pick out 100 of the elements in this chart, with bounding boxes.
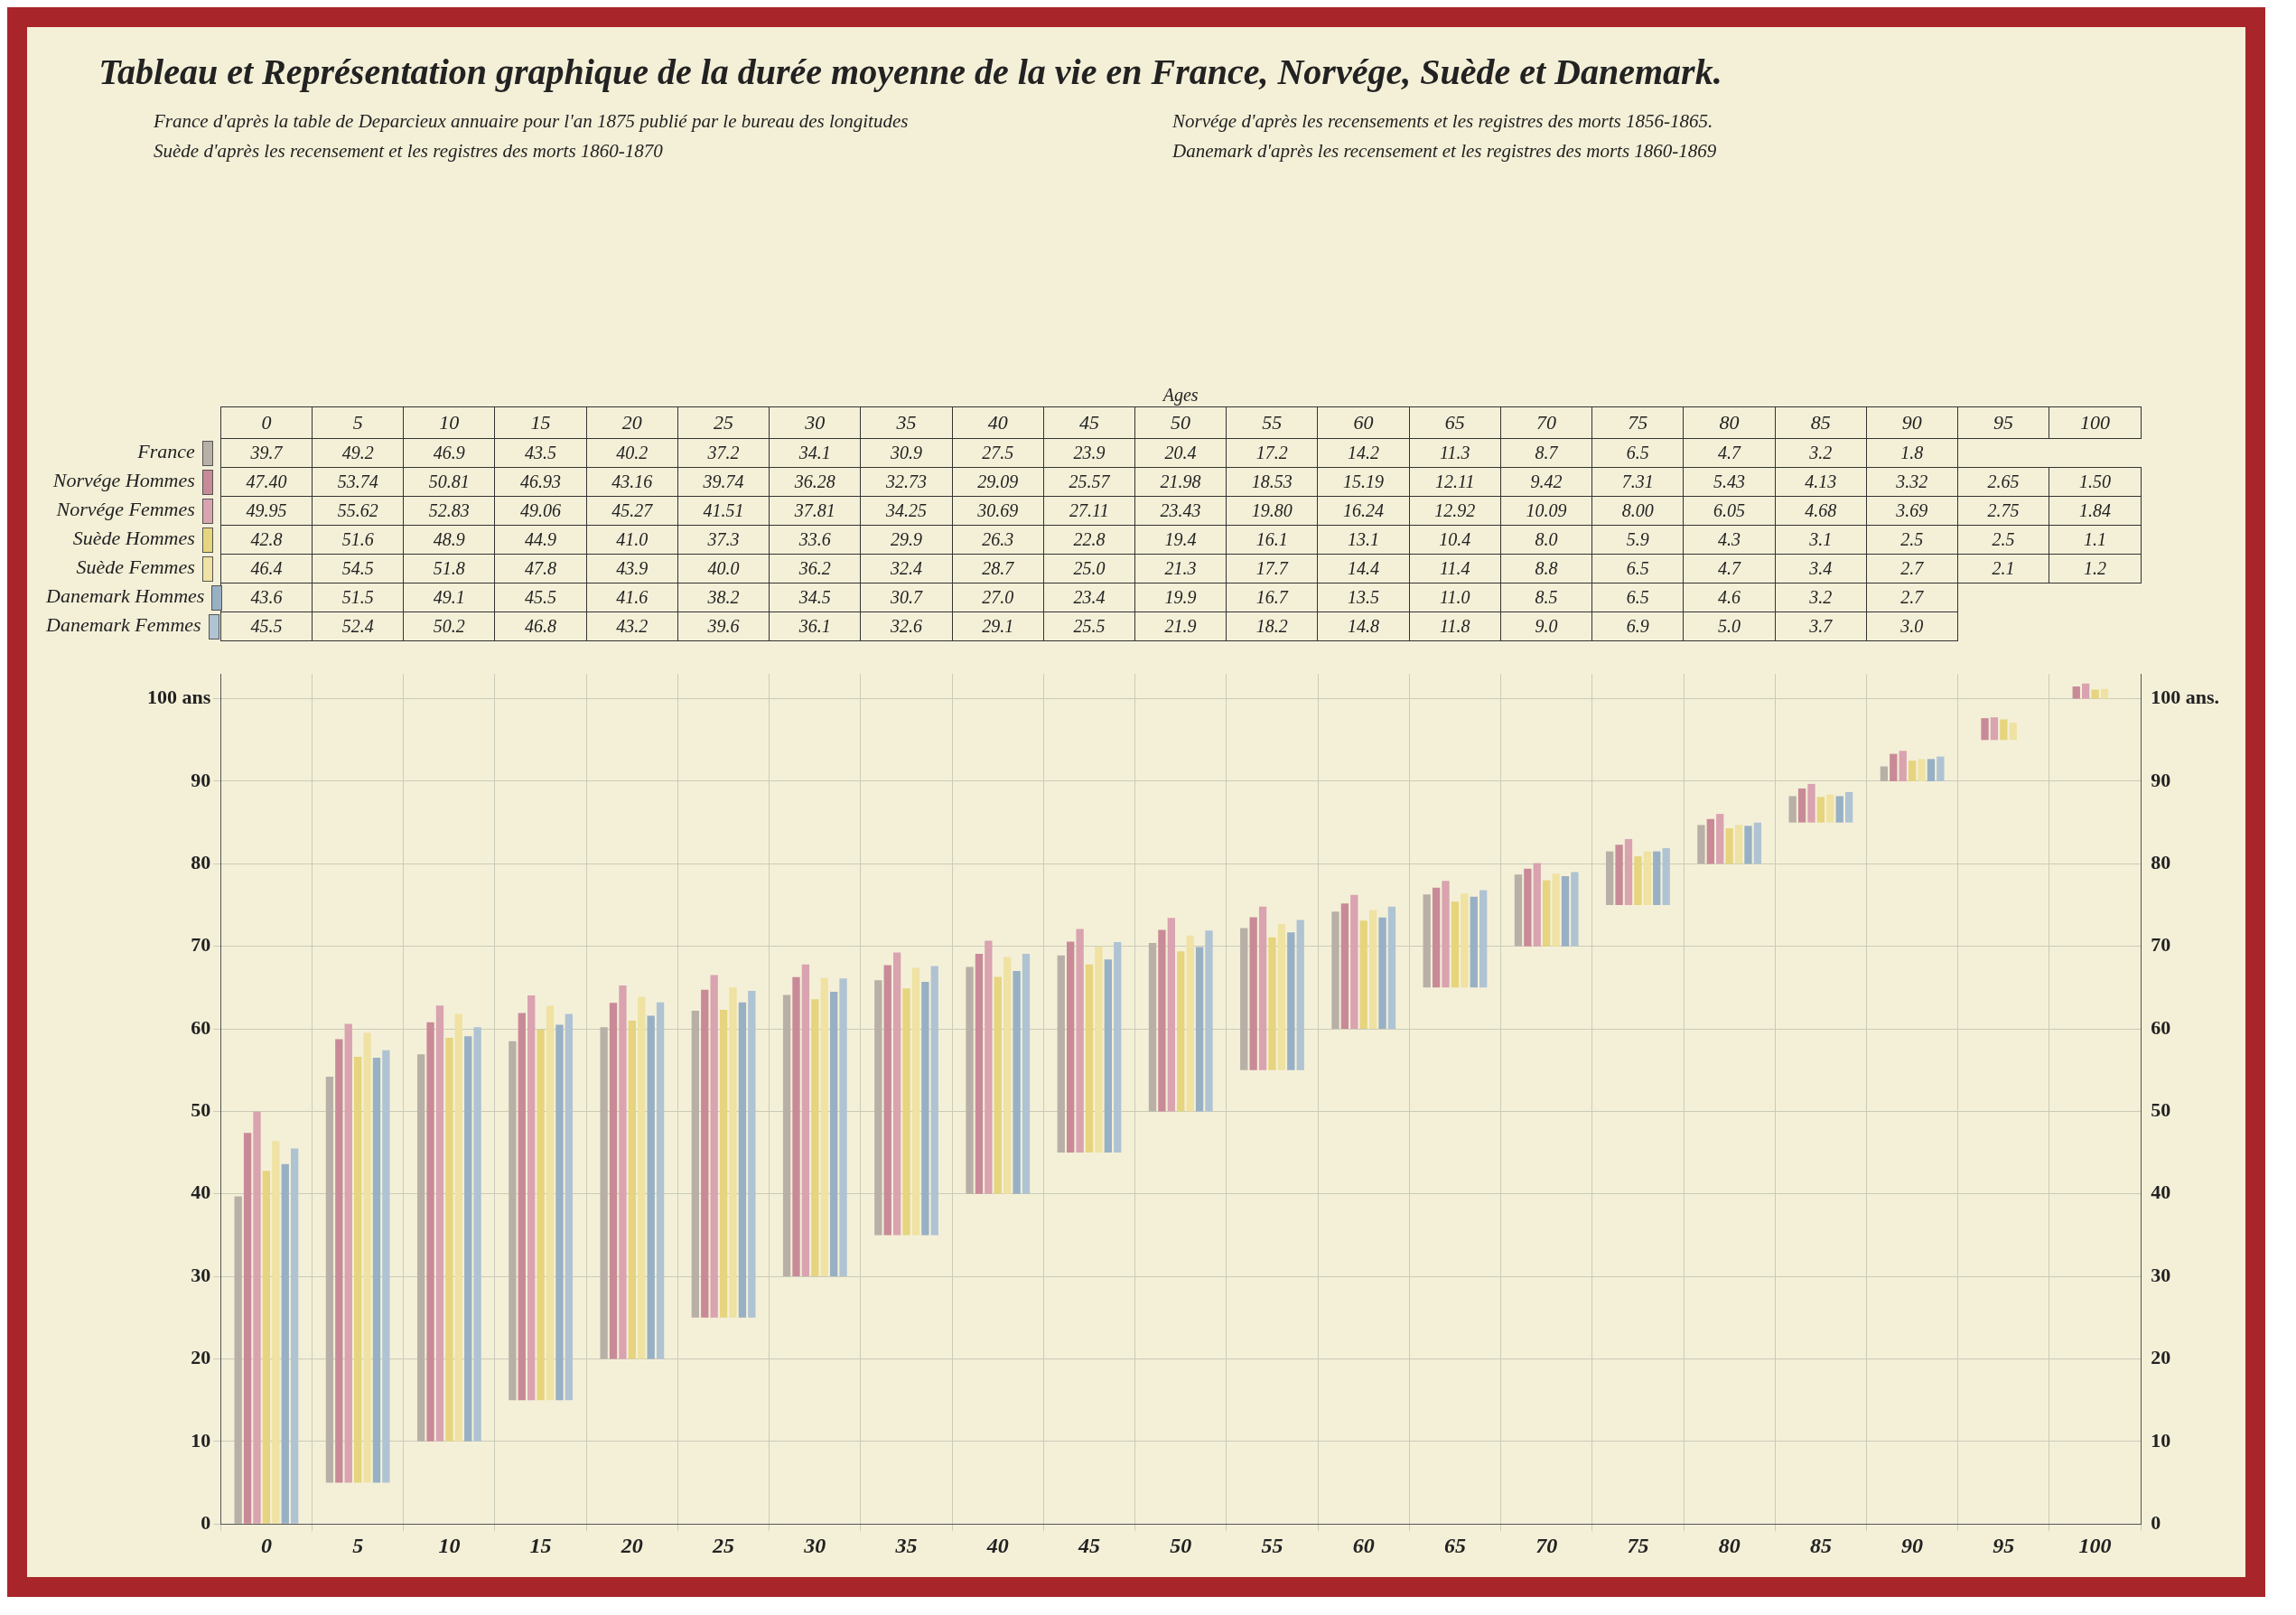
bar: [892, 952, 901, 1236]
bar: [234, 1196, 242, 1524]
bar: [243, 1133, 252, 1524]
category-label: 55: [1262, 411, 1283, 434]
data-label: 2.7: [1866, 554, 1958, 583]
data-label: 29.1: [952, 611, 1044, 641]
data-label: 21.3: [1134, 554, 1227, 583]
bar: [1807, 783, 1815, 823]
data-label: 15.19: [1317, 467, 1410, 497]
data-label: 37.81: [769, 496, 861, 526]
bar: [325, 1077, 334, 1483]
data-label: 1.8: [1866, 438, 1958, 468]
data-label: 51.6: [312, 525, 404, 555]
bar: [1697, 825, 1705, 864]
bar: [647, 1015, 655, 1359]
data-label: 39.7: [220, 438, 313, 468]
data-label: 4.7: [1683, 554, 1776, 583]
x-tick-label: 40: [985, 1533, 1009, 1557]
bar: [638, 996, 646, 1359]
x-tick-label: 15: [529, 1533, 552, 1557]
bar: [1543, 880, 1551, 947]
legend-label: Suède Femmes: [75, 555, 196, 580]
y-tick-label: 40: [191, 1181, 211, 1204]
data-label: 2.1: [1957, 554, 2049, 583]
data-label: 45.5: [494, 583, 587, 612]
bar: [2009, 723, 2017, 741]
x-tick-label: 45: [1078, 1533, 1101, 1557]
data-label: 37.2: [677, 438, 770, 468]
data-label: 41.0: [586, 525, 678, 555]
data-label: 13.1: [1317, 525, 1410, 555]
data-label: 8.7: [1500, 438, 1592, 468]
category-label: 15: [530, 411, 551, 434]
data-label: 11.4: [1409, 554, 1501, 583]
bar: [1844, 791, 1853, 823]
data-label: 45.5: [220, 611, 313, 641]
data-label: 5.9: [1591, 525, 1684, 555]
data-label: 19.80: [1226, 496, 1318, 526]
data-label: 3.69: [1866, 496, 1958, 526]
data-label: 21.98: [1134, 467, 1227, 497]
x-tick-label: 5: [352, 1533, 364, 1557]
bar: [372, 1058, 381, 1483]
chart-title: Tableau et Représentation graphique de la durée moyenne de la vie en France, Norvége, Suède et Danemark.: [98, 51, 1723, 94]
x-tick-label: 25: [712, 1533, 735, 1557]
data-label: 17.2: [1226, 438, 1318, 468]
data-label: 5.0: [1683, 611, 1776, 641]
text: Norvége d'après les recensements et les registres des morts 1856-1865.: [1172, 110, 1714, 133]
bar: [1057, 955, 1065, 1153]
category-label: 65: [1444, 411, 1465, 434]
bar: [1148, 943, 1157, 1112]
data-label: 3.4: [1775, 554, 1867, 583]
data-label: 6.9: [1591, 611, 1684, 641]
data-label: 2.5: [1957, 525, 2049, 555]
data-label: 43.2: [586, 611, 678, 641]
bar: [2091, 689, 2099, 699]
bar: [1205, 930, 1213, 1112]
data-label: 41.6: [586, 583, 678, 612]
bar: [527, 994, 536, 1401]
bar: [1368, 910, 1377, 1030]
bar: [729, 987, 737, 1318]
bar: [719, 1010, 728, 1318]
data-label: 36.2: [769, 554, 861, 583]
data-label: 27.11: [1043, 496, 1135, 526]
bar: [2000, 719, 2008, 741]
x-tick-label: 65: [1443, 1533, 1466, 1557]
bar: [1880, 766, 1889, 781]
bar: [1359, 920, 1367, 1030]
data-label: 10.4: [1409, 525, 1501, 555]
bar: [1186, 935, 1194, 1112]
bar: [518, 1013, 526, 1401]
data-label: 51.8: [403, 554, 495, 583]
x-tick-label: 55: [1261, 1533, 1283, 1557]
category-label: 75: [1628, 411, 1648, 434]
category-label: 20: [621, 411, 642, 434]
bar: [600, 1027, 608, 1359]
bar: [1003, 957, 1012, 1194]
bar: [473, 1027, 481, 1442]
data-label: 6.5: [1591, 554, 1684, 583]
data-label: 45.27: [586, 496, 678, 526]
legend-label: France: [136, 439, 196, 464]
bar: [921, 981, 929, 1236]
bar: [1634, 856, 1642, 906]
data-label: 47.40: [220, 467, 313, 497]
bar: [1890, 753, 1898, 781]
data-label: 53.74: [312, 467, 404, 497]
bar: [272, 1141, 280, 1524]
category-label: 80: [1719, 411, 1740, 434]
bar: [1076, 929, 1084, 1153]
data-label: 46.9: [403, 438, 495, 468]
data-label: 23.43: [1134, 496, 1227, 526]
data-label: 37.3: [677, 525, 770, 555]
category-label: 100: [2079, 411, 2110, 434]
legend-label: Norvége Hommes: [51, 468, 196, 493]
bar: [1350, 894, 1358, 1030]
x-tick-label: 0: [260, 1533, 272, 1557]
data-label: 4.3: [1683, 525, 1776, 555]
data-label: 19.4: [1134, 525, 1227, 555]
bar: [1240, 928, 1248, 1070]
data-label: 8.0: [1500, 525, 1592, 555]
bar: [2082, 683, 2090, 699]
y-tick-label: 50: [191, 1098, 211, 1122]
